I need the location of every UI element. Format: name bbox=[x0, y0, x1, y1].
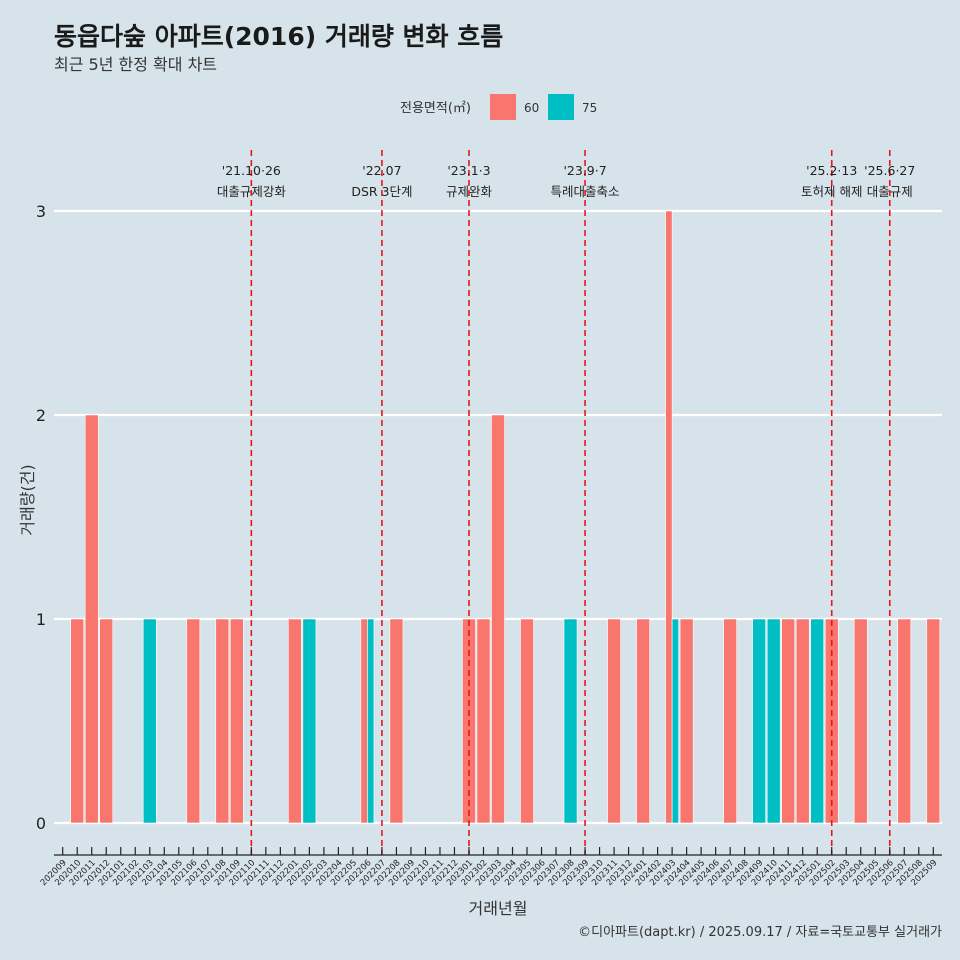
bar bbox=[897, 618, 912, 824]
bar bbox=[229, 618, 244, 824]
chart-subtitle: 최근 5년 한정 확대 차트 bbox=[54, 55, 217, 74]
bars bbox=[70, 210, 941, 824]
x-axis-label: 거래년월 bbox=[469, 899, 528, 918]
bar bbox=[810, 618, 825, 824]
caption: ©디아파트(dapt.kr) / 2025.09.17 / 자료=국토교통부 실… bbox=[578, 925, 942, 940]
y-axis-label: 거래량(건) bbox=[18, 464, 37, 535]
legend-label-75: 75 bbox=[582, 101, 597, 115]
bar bbox=[752, 618, 767, 824]
event-label: 대출규제강화 bbox=[217, 184, 287, 199]
legend: 전용면적(㎡) 60 75 bbox=[400, 94, 597, 120]
legend-title: 전용면적(㎡) bbox=[400, 101, 471, 116]
event-date: '25.6·27 bbox=[864, 163, 915, 178]
bar bbox=[186, 618, 201, 824]
bar bbox=[607, 618, 621, 824]
bar bbox=[215, 618, 230, 824]
bar bbox=[853, 618, 868, 824]
bar bbox=[288, 618, 302, 824]
bar bbox=[84, 414, 99, 824]
bar bbox=[795, 618, 810, 824]
event-date: '23.1·3 bbox=[447, 163, 490, 178]
bar bbox=[781, 618, 796, 824]
bar bbox=[665, 210, 673, 824]
bar bbox=[70, 618, 85, 824]
bar bbox=[367, 618, 375, 824]
bar bbox=[520, 618, 534, 824]
y-tick-label: 0 bbox=[36, 814, 46, 833]
bar bbox=[360, 618, 368, 824]
event-label: 토허제 해제 bbox=[801, 184, 862, 199]
bar bbox=[926, 618, 941, 824]
event-date: '22.07 bbox=[362, 163, 401, 178]
y-tick-label: 2 bbox=[36, 406, 46, 425]
event-label: DSR 3단계 bbox=[351, 184, 412, 199]
bar bbox=[563, 618, 578, 824]
bar bbox=[476, 618, 491, 824]
event-label: 특례대출축소 bbox=[551, 184, 620, 199]
legend-swatch-75 bbox=[548, 94, 574, 120]
chart-title: 동읍다숲 아파트(2016) 거래량 변화 흐름 bbox=[54, 22, 503, 51]
event-label: 규제완화 bbox=[446, 184, 493, 199]
event-date: '25.2·13 bbox=[806, 163, 857, 178]
bar bbox=[491, 414, 505, 824]
bar bbox=[723, 618, 737, 824]
bar bbox=[679, 618, 694, 824]
y-tick-label: 1 bbox=[36, 610, 46, 629]
bar bbox=[142, 618, 157, 824]
event-label: 대출규제 bbox=[867, 184, 913, 199]
bar bbox=[671, 618, 679, 824]
event-markers: '21.10·26 대출규제강화 '22.07 DSR 3단계 '23.1·3 규제완화 '… bbox=[217, 150, 915, 855]
y-tick-label: 3 bbox=[36, 202, 46, 221]
bar bbox=[302, 618, 317, 824]
legend-label-60: 60 bbox=[524, 101, 539, 115]
event-date: '23.9·7 bbox=[563, 163, 606, 178]
bar bbox=[389, 618, 404, 824]
bar bbox=[766, 618, 781, 824]
bar bbox=[99, 618, 114, 824]
bar bbox=[636, 618, 650, 824]
legend-swatch-60 bbox=[490, 94, 516, 120]
event-date: '21.10·26 bbox=[222, 163, 281, 178]
y-axis-ticks: 0 1 2 3 bbox=[36, 202, 46, 833]
